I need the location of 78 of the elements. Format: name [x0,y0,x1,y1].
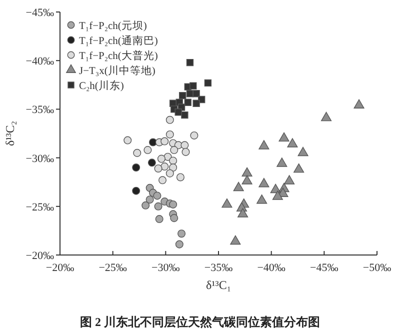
y-axis-title: δ¹³C₂ [3,120,17,146]
legend-label: T₁f−P₂ch(大普光) [79,49,158,62]
x-tick-label: −35‰ [204,262,233,274]
point [154,202,162,210]
point [170,146,178,154]
x-tick-label: −50‰ [362,262,392,274]
point [278,132,290,142]
point [238,208,248,218]
point [174,108,182,116]
point [354,99,364,109]
point [192,100,200,107]
point [176,173,184,182]
point [157,154,166,163]
point [222,198,232,208]
point [272,190,283,200]
y-tick-label: −30‰ [26,152,54,165]
point [155,215,164,224]
x-tick-label: −25‰ [98,262,127,274]
y-tick-label: −20‰ [26,250,54,262]
point [230,235,241,245]
legend-label: T₁f−P₂ch(通南巴) [79,34,158,47]
point [190,82,197,90]
point [258,178,270,188]
point [132,186,140,195]
point [178,92,186,100]
x-tick-label: −45‰ [310,262,338,274]
point [160,162,169,171]
point [180,141,189,150]
x-tick-label: −20‰ [46,262,74,274]
point [284,175,295,184]
point [166,116,174,124]
point [192,90,200,98]
point [233,182,244,192]
point [175,240,184,248]
point [256,194,268,204]
point [178,230,186,238]
point [144,146,152,154]
point [169,164,178,172]
text: 图 2 川东北不同层位天然气碳同位素值分布图 [80,315,320,329]
legend-label: J−T₃x(川中等地) [79,64,156,77]
point [287,138,298,148]
point [153,192,162,200]
point [242,175,252,184]
x-tick-label: −30‰ [152,262,180,274]
point [142,201,150,210]
point [294,163,304,173]
point [169,156,178,165]
point [298,146,308,156]
point [166,169,174,178]
y-tick-label: −40‰ [26,56,54,68]
point [146,196,154,204]
point [182,148,190,156]
point [132,164,140,172]
point [184,98,192,106]
point [169,200,178,208]
point [154,164,162,172]
point [258,140,270,150]
point [133,148,142,157]
point [170,214,178,222]
y-tick-label: −45‰ [26,7,54,19]
point [181,111,188,119]
legend-label: C₂h(川东) [79,79,124,92]
point [190,131,198,140]
point [321,112,332,122]
point [186,58,194,66]
y-tick-label: −25‰ [26,201,54,214]
point [160,137,169,146]
point [276,158,288,167]
point [158,176,167,184]
point [124,136,132,144]
point [204,79,212,87]
y-tick-label: −35‰ [26,104,54,116]
point [166,130,174,138]
x-tick-label: −40‰ [257,262,286,274]
legend-label: T₁f−P₂ch(元坝) [79,20,148,32]
x-axis-title: δ¹³C₁ [206,278,232,292]
point [242,167,252,177]
point [148,158,156,167]
